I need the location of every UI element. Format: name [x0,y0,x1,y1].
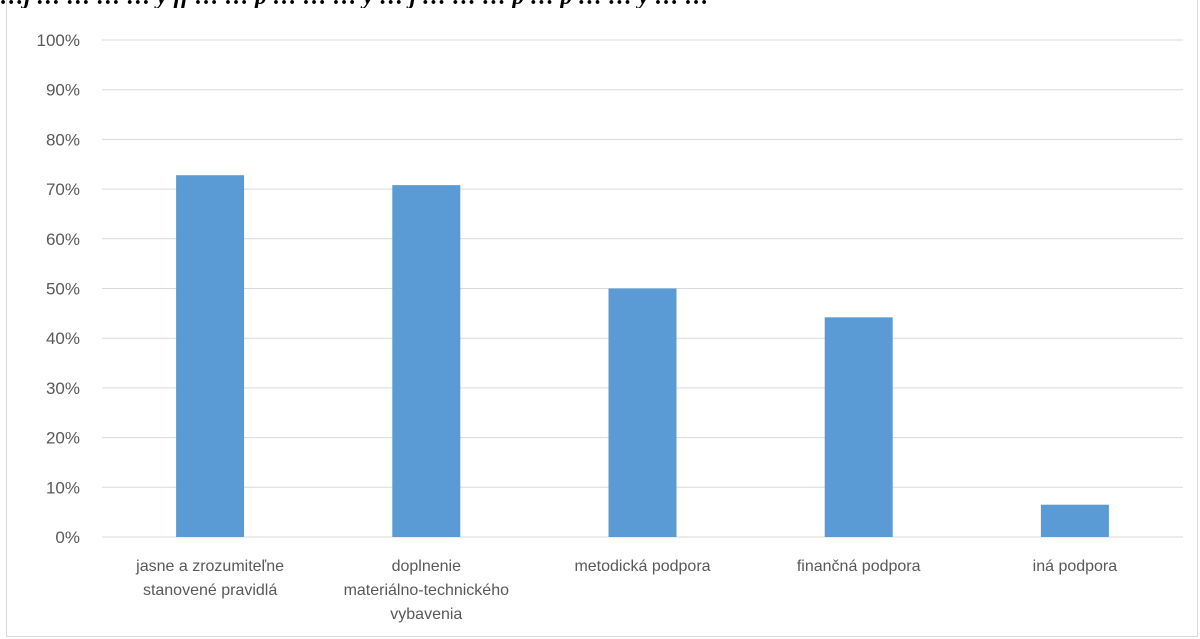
x-category-label: jasne a zrozumiteľne stanovené pravidlá [135,558,284,599]
y-tick-label: 0% [55,528,80,547]
x-axis-labels: jasne a zrozumiteľne stanovené pravidlá do… [135,558,1117,623]
y-tick-label: 50% [46,280,80,299]
y-tick-label: 30% [46,379,80,398]
bar [392,185,461,537]
x-category-label: iná podpora [1033,558,1118,575]
x-category-label: doplnenie materiálno-technického vybavenia [344,558,510,623]
bar [608,288,677,537]
bars [176,175,1109,537]
gridlines [102,39,1183,538]
x-category-label: metodická podpora [574,558,710,575]
y-tick-label: 60% [46,230,80,249]
y-tick-label: 80% [46,130,80,149]
cropped-caption: …j … … … … y ff … … p … … … y … j … … … … [0,0,1200,8]
y-tick-label: 70% [46,180,80,199]
bar [176,175,245,537]
y-tick-label: 40% [46,329,80,348]
y-tick-label: 10% [46,478,80,497]
x-category-label: finančná podpora [797,558,921,575]
bar [1040,504,1109,537]
y-tick-label: 20% [46,429,80,448]
y-axis-ticks: 0% 10% 20% 30% 40% 50% 60% 70% 80% 90% 100% [37,31,80,547]
bar [824,317,893,537]
y-tick-label: 90% [46,81,80,100]
chart-frame [6,0,1198,637]
y-tick-label: 100% [37,31,80,50]
